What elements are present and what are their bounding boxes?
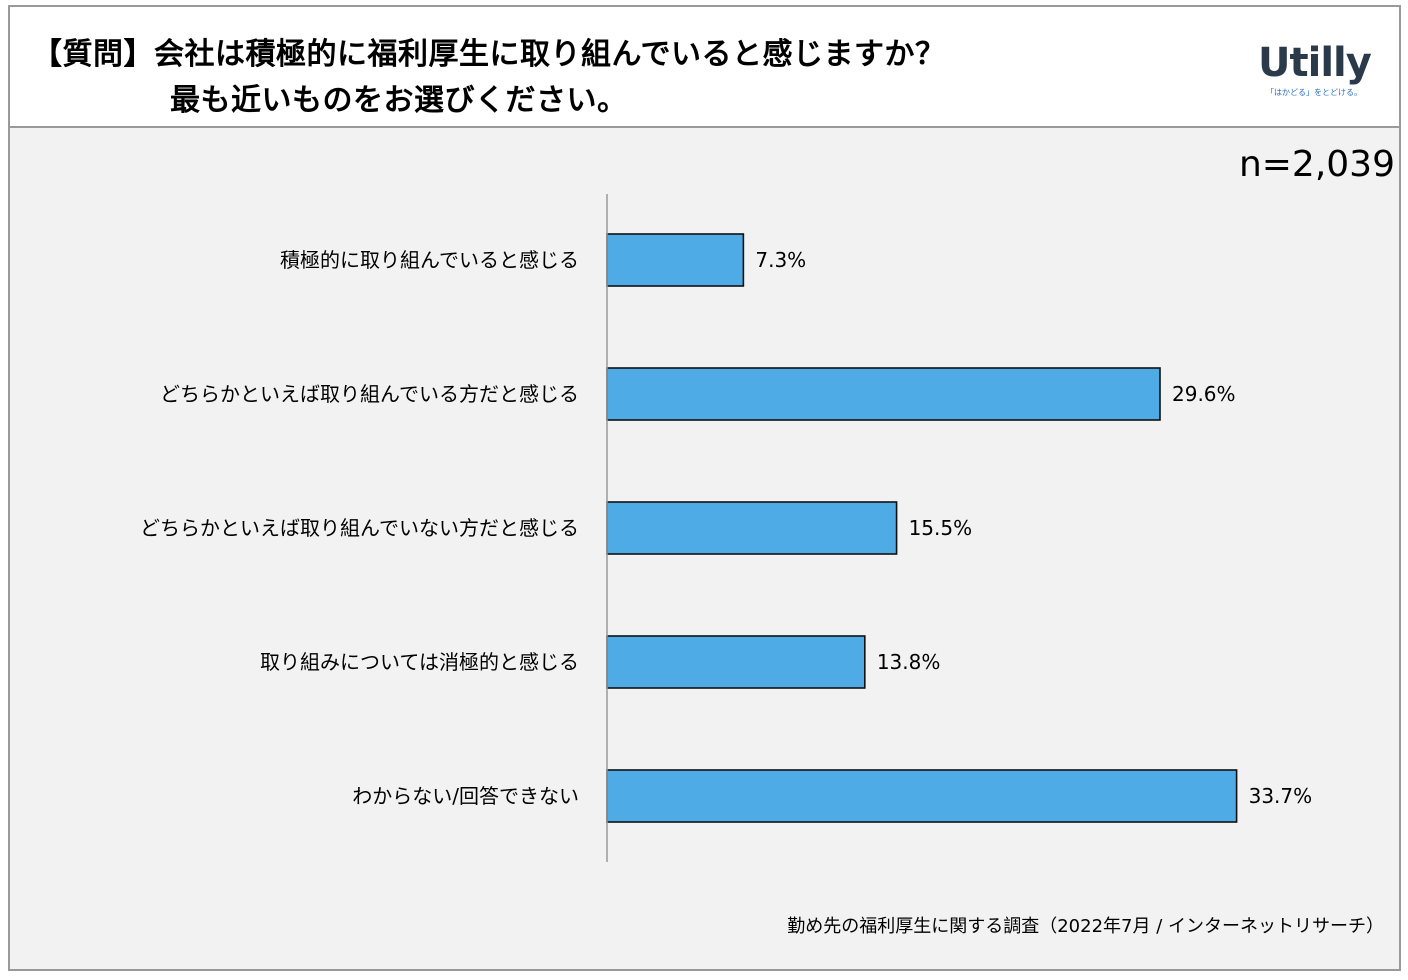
category-label-2: どちらかといえば取り組んでいる方だと感じる xyxy=(160,382,579,406)
category-label-4: 取り組みについては消極的と感じる xyxy=(260,650,579,674)
question-line-2: 最も近いものをお選びください。 xyxy=(170,83,628,118)
source-note: 勤め先の福利厚生に関する調査（2022年7月 / インターネットリサーチ） xyxy=(787,916,1384,937)
bar-4 xyxy=(606,635,866,689)
logo-tagline: 「はかどる」をとどける。 xyxy=(1266,88,1362,97)
value-label-2: 29.6% xyxy=(1172,382,1236,406)
bar-1 xyxy=(606,233,745,287)
logo-wordmark: Utilly xyxy=(1258,40,1372,86)
value-label-1: 7.3% xyxy=(755,248,806,272)
value-label-3: 15.5% xyxy=(909,516,973,540)
value-label-4: 13.8% xyxy=(877,650,941,674)
bar-3 xyxy=(606,501,898,555)
category-label-5: わからない/回答できない xyxy=(352,784,579,808)
question-header: 【質問】会社は積極的に福利厚生に取り組んでいると感じますか？ 最も近いものをお選… xyxy=(10,7,1399,128)
bar-5 xyxy=(606,769,1238,823)
category-label-1: 積極的に取り組んでいると感じる xyxy=(280,248,579,272)
category-label-3: どちらかといえば取り組んでいない方だと感じる xyxy=(140,516,579,540)
utilly-logo: Utilly 「はかどる」をとどける。 xyxy=(1258,41,1378,105)
sample-size-label: n=2,039 xyxy=(1238,144,1395,185)
value-label-5: 33.7% xyxy=(1249,784,1313,808)
bar-2 xyxy=(606,367,1161,421)
question-line-1: 【質問】会社は積極的に福利厚生に取り組んでいると感じますか？ xyxy=(32,37,946,72)
